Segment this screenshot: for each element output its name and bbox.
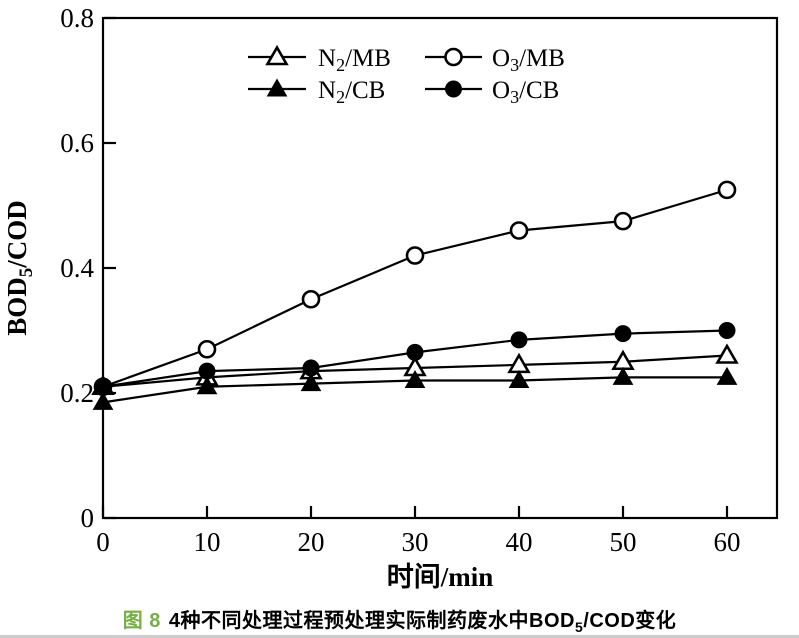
- marker-circle-open-icon: [301, 289, 321, 309]
- y-tick-label: 0.8: [60, 3, 94, 33]
- legend-item-N2-MB: N2/MB: [248, 44, 391, 75]
- marker-triangle-filled-icon: [716, 366, 738, 385]
- marker-circle-filled-icon: [445, 80, 462, 98]
- x-tick-label: 60: [714, 527, 741, 557]
- marker-circle-open-icon: [405, 246, 425, 265]
- x-tick-label: 50: [610, 527, 637, 557]
- page-bottom-divider: [0, 635, 799, 638]
- marker-triangle-filled-icon: [196, 376, 218, 395]
- y-tick-label: 0: [81, 503, 95, 533]
- marker-circle-filled-icon: [718, 322, 736, 339]
- marker-triangle-filled-icon: [404, 369, 426, 388]
- y-tick-label: 0.4: [60, 253, 94, 283]
- marker-circle-filled-icon: [94, 378, 112, 396]
- marker-triangle-open-icon: [715, 343, 739, 364]
- legend-item-O3-MB: O3/MB: [425, 45, 565, 75]
- marker-circle-filled-icon: [614, 325, 632, 343]
- caption-bod-pre: BOD: [529, 610, 575, 632]
- marker-triangle-filled-icon: [612, 366, 634, 385]
- x-tick-label: 20: [298, 527, 325, 557]
- marker-circle-filled-icon: [510, 331, 528, 349]
- marker-circle-open-icon: [444, 47, 463, 67]
- legend-item-O3-CB: O3/CB: [425, 77, 559, 107]
- marker-circle-open-icon: [717, 180, 737, 200]
- marker-circle-open-icon: [509, 221, 529, 240]
- marker-circle-filled-icon: [406, 343, 424, 361]
- marker-triangle-filled-icon: [300, 373, 322, 392]
- x-tick-label: 10: [194, 527, 221, 557]
- caption-figure-number: 图 8: [122, 610, 161, 632]
- legend-label: O3/MB: [492, 45, 565, 75]
- marker-circle-filled-icon: [302, 359, 320, 377]
- marker-circle-open-icon: [613, 211, 633, 231]
- y-axis-label: BOD5/COD: [2, 200, 37, 336]
- legend-label: N2/MB: [318, 45, 391, 75]
- y-tick-label: 0.6: [60, 128, 94, 158]
- legend-label: O3/CB: [492, 77, 559, 107]
- caption-text-after: 变化: [635, 610, 677, 632]
- legend-item-N2-CB: N2/CB: [248, 77, 385, 107]
- marker-circle-filled-icon: [198, 362, 216, 380]
- caption-bod-post: /COD: [583, 610, 636, 632]
- marker-triangle-filled-icon: [92, 391, 114, 410]
- marker-triangle-filled-icon: [508, 369, 530, 388]
- x-axis-label: 时间/min: [387, 562, 494, 592]
- x-tick-label: 30: [402, 527, 429, 557]
- caption-bod-subscript: 5: [574, 619, 584, 635]
- marker-triangle-open-icon: [265, 44, 289, 66]
- plot-border: [101, 16, 779, 520]
- y-tick-label: 0.2: [60, 378, 94, 408]
- caption-text-before: 4种不同处理过程预处理实际制药废水中: [168, 610, 530, 632]
- marker-triangle-filled-icon: [266, 78, 288, 97]
- x-tick-label: 40: [506, 527, 533, 557]
- legend-label: N2/CB: [318, 77, 385, 107]
- marker-circle-open-icon: [197, 339, 217, 359]
- figure-caption: 图 8 4种不同处理过程预处理实际制药废水中BOD5/COD变化: [0, 604, 799, 635]
- x-tick-label: 0: [96, 527, 110, 557]
